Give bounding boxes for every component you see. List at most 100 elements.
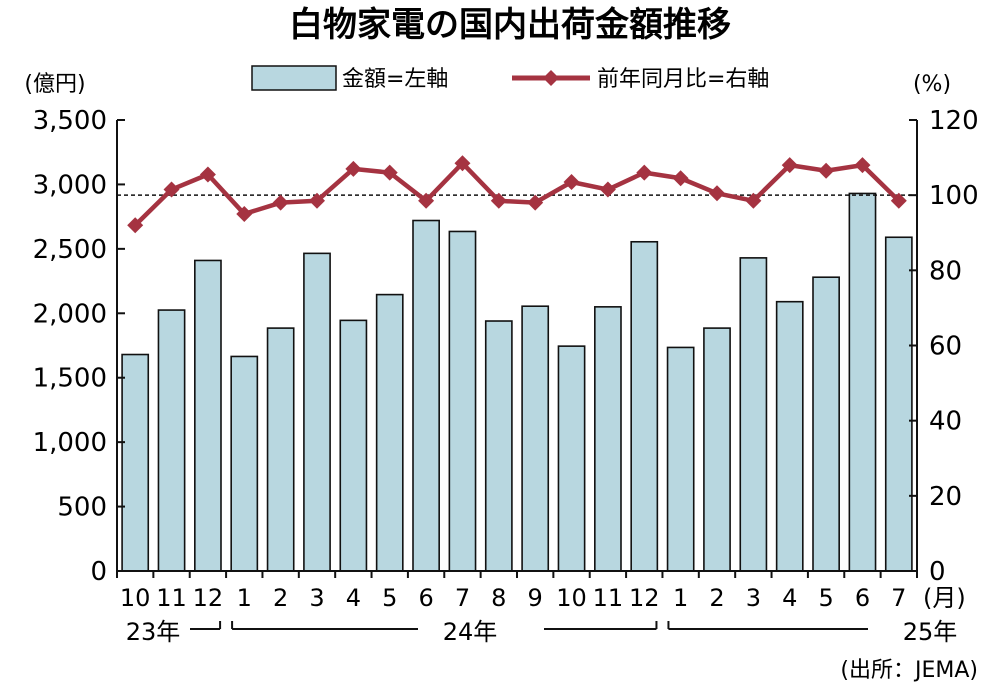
x-tick-label: 4 — [346, 584, 361, 612]
x-tick-label: 11 — [156, 584, 187, 612]
bar — [230, 355, 259, 572]
x-tick-label: 1 — [237, 584, 252, 612]
bar — [557, 345, 586, 572]
x-tick-label: 7 — [455, 584, 470, 612]
left-tick-label: 3,500 — [33, 106, 107, 136]
right-tick-label: 100 — [929, 181, 979, 211]
yoy-point — [309, 192, 325, 209]
line-layer — [127, 155, 907, 234]
yoy-point — [709, 185, 725, 202]
left-axis-unit: (億円) — [24, 72, 85, 97]
yoy-point — [890, 192, 907, 209]
yoy-point — [127, 217, 144, 234]
left-tick-label: 0 — [90, 557, 107, 587]
x-tick-label: 12 — [629, 584, 660, 612]
yoy-point — [636, 164, 653, 181]
yoy-point — [854, 157, 871, 174]
bar — [703, 327, 731, 572]
legend-line-marker — [543, 70, 559, 86]
yoy-point — [563, 174, 580, 191]
right-tick-label: 0 — [929, 557, 946, 587]
yoy-point — [527, 194, 544, 211]
chart-title: 白物家電の国内出荷金額推移 — [289, 5, 731, 45]
legend-line-label: 前年同月比=右軸 — [597, 67, 769, 92]
bar — [375, 293, 404, 572]
yoy-point — [454, 155, 471, 172]
x-tick-label: 6 — [855, 584, 870, 612]
bar — [666, 346, 695, 572]
bar — [412, 219, 440, 572]
bar — [812, 276, 840, 572]
legend-bar-label: 金額=左軸 — [342, 67, 448, 92]
x-tick-label: 6 — [418, 584, 433, 612]
bar — [303, 252, 331, 572]
bar — [521, 305, 550, 572]
left-tick-label: 2,000 — [33, 299, 107, 329]
left-tick-label: 1,000 — [33, 428, 107, 458]
x-tick-label: 9 — [528, 584, 543, 612]
x-tick-label: 11 — [593, 584, 624, 612]
bar — [448, 230, 477, 572]
x-tick-label: 10 — [556, 584, 587, 612]
yoy-point — [199, 166, 216, 183]
bar — [630, 240, 659, 572]
x-tick-label: 5 — [382, 584, 397, 612]
left-tick-label: 1,500 — [33, 364, 107, 394]
yoy-point — [163, 181, 180, 198]
yoy-point — [490, 192, 507, 209]
bar — [594, 306, 622, 572]
year-labels-layer: 23年 24年 25年 — [126, 618, 958, 646]
bar — [775, 300, 804, 572]
bar — [339, 319, 368, 572]
bar — [848, 192, 877, 572]
yoy-point — [818, 162, 835, 179]
year-label-24: 24年 — [443, 618, 498, 646]
yoy-point — [345, 160, 362, 177]
year-label-25: 25年 — [903, 618, 958, 646]
right-tick-label: 20 — [929, 482, 962, 512]
right-tick-label: 120 — [929, 106, 979, 136]
x-tick-label: 8 — [491, 584, 506, 612]
x-tick-label: 1 — [673, 584, 688, 612]
yoy-point — [418, 192, 435, 209]
x-tick-label: 3 — [309, 584, 324, 612]
yoy-point — [381, 164, 398, 181]
year-label-23: 23年 — [126, 618, 181, 646]
x-tick-label: 12 — [193, 584, 224, 612]
yoy-point — [745, 192, 762, 209]
yoy-point — [672, 170, 689, 187]
yoy-point — [781, 157, 798, 174]
bar — [484, 320, 513, 572]
bar — [194, 259, 222, 572]
bar — [121, 353, 150, 572]
source-note: (出所：JEMA) — [840, 658, 978, 683]
legend-bar-swatch — [251, 65, 337, 91]
right-axis-unit: (%) — [913, 72, 951, 97]
x-tick-label: 4 — [782, 584, 797, 612]
yoy-series-line — [133, 160, 901, 227]
bar — [739, 257, 768, 572]
bar — [266, 327, 295, 572]
right-tick-label: 40 — [929, 407, 962, 437]
left-tick-label: 2,500 — [33, 235, 107, 265]
yoy-point — [599, 181, 616, 198]
x-tick-label: 10 — [120, 584, 151, 612]
right-tick-label: 80 — [929, 256, 962, 286]
left-tick-label: 3,000 — [33, 170, 107, 200]
left-tick-label: 500 — [57, 493, 107, 523]
yoy-point — [272, 194, 289, 211]
month-suffix-label: (月) — [923, 584, 966, 612]
legend: 金額=左軸 前年同月比=右軸 — [251, 65, 769, 92]
right-tick-label: 60 — [929, 332, 962, 362]
bars-layer — [121, 192, 913, 572]
x-tick-label: 3 — [746, 584, 761, 612]
x-tick-label: 2 — [273, 584, 288, 612]
ticks-layer: 0 500 1,000 1,500 2,000 2,500 3,000 3,500 0 20 40 6… — [33, 106, 979, 612]
bar — [884, 236, 913, 572]
bar — [157, 309, 186, 572]
x-tick-label: 7 — [891, 584, 906, 612]
x-tick-label: 5 — [818, 584, 833, 612]
x-tick-label: 2 — [709, 584, 724, 612]
